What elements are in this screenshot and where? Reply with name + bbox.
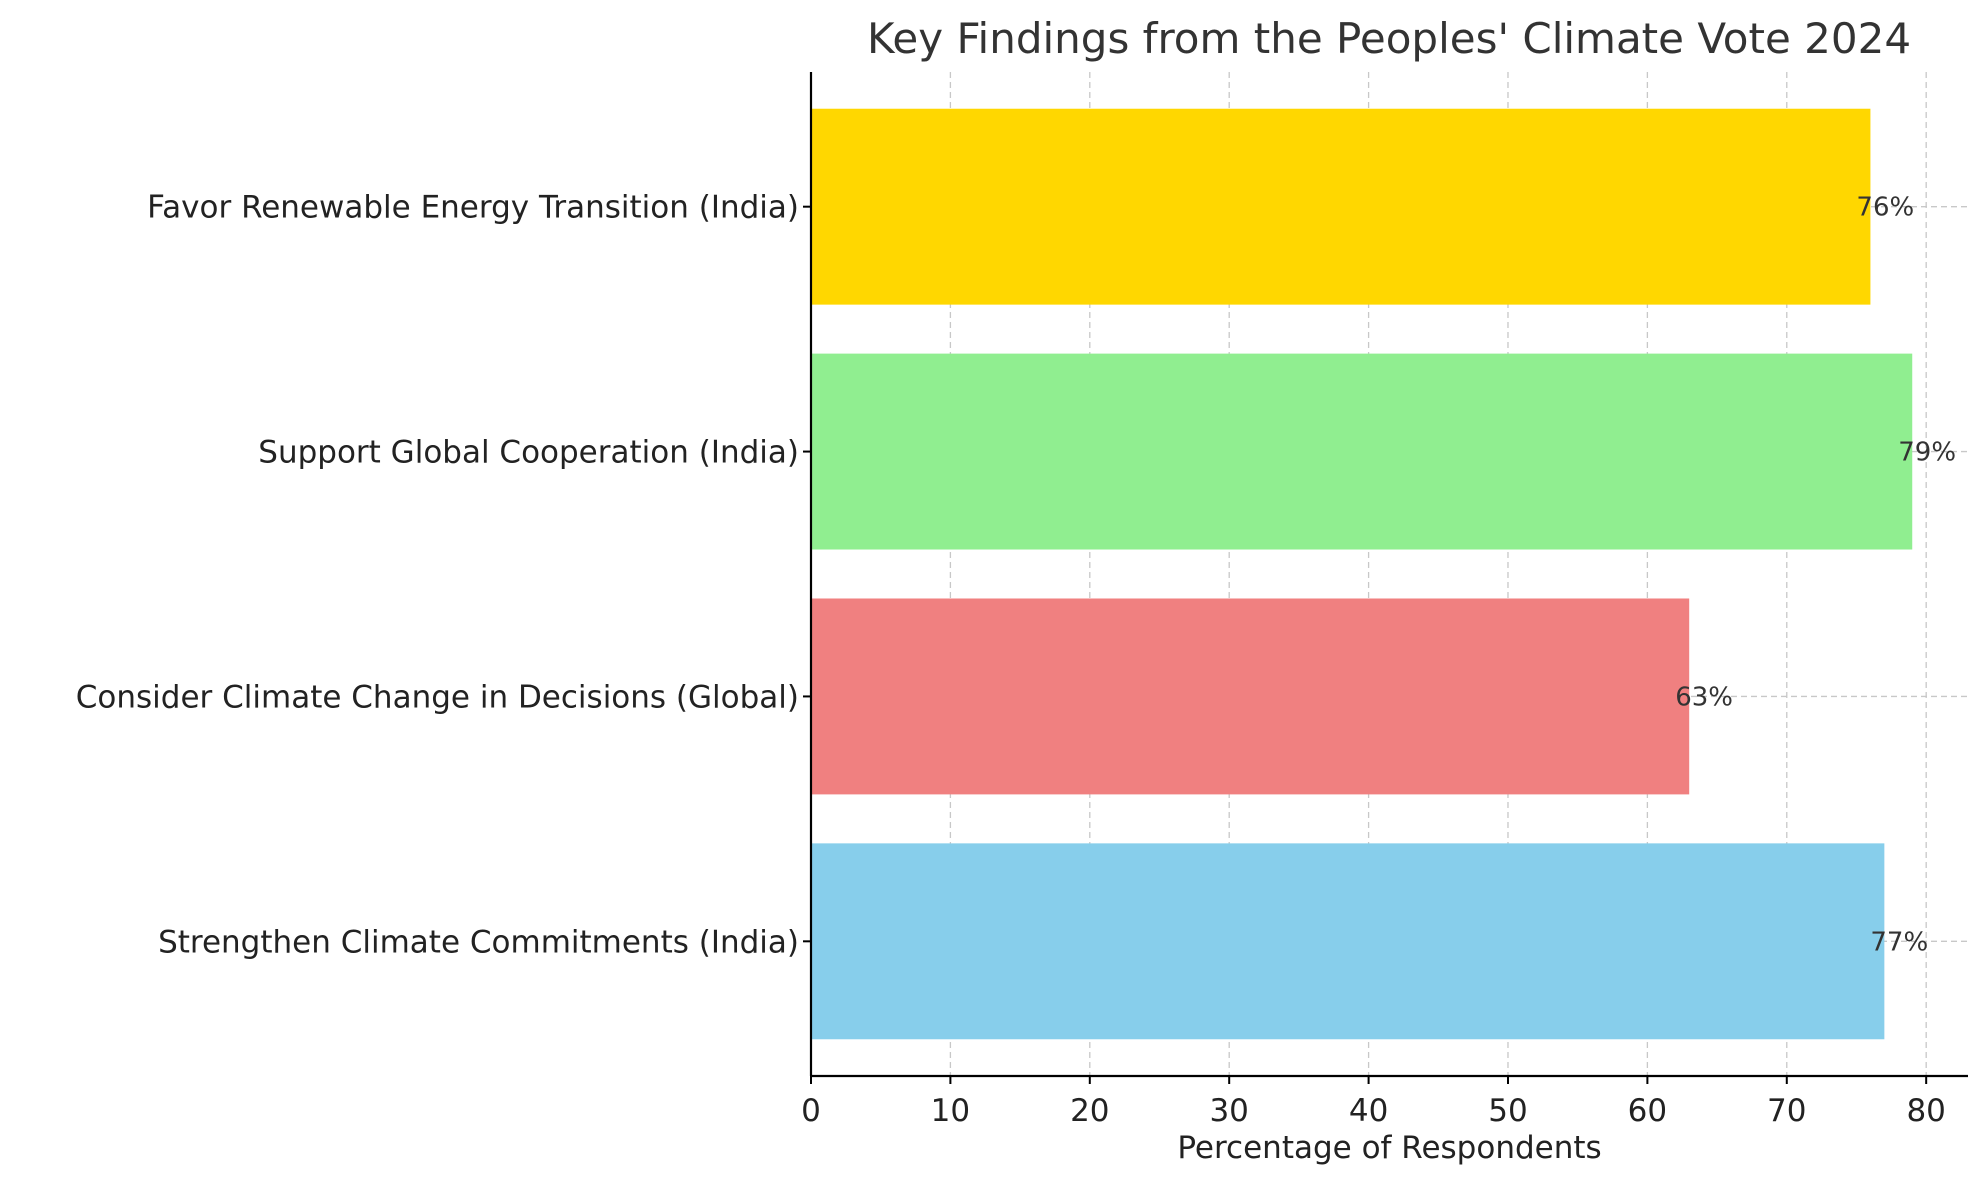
x-tick-label-40: 40 (1349, 1093, 1388, 1129)
x-tick-label-30: 30 (1209, 1093, 1248, 1129)
category-label-0: Strengthen Climate Commitments (India) (158, 924, 799, 960)
data-label-2: 79% (1898, 438, 1956, 468)
x-tick-label-10: 10 (931, 1093, 970, 1129)
data-labels: 77% 63% 79% 76% (1675, 193, 1956, 958)
x-tick-label-50: 50 (1488, 1093, 1527, 1129)
bar-2 (811, 353, 1913, 550)
data-label-0: 77% (1870, 927, 1928, 957)
bars (811, 108, 1913, 1040)
data-label-3: 76% (1856, 193, 1914, 223)
x-tick-label-70: 70 (1767, 1093, 1806, 1129)
x-tick-label-60: 60 (1628, 1093, 1667, 1129)
category-label-3: Favor Renewable Energy Transition (India… (147, 190, 799, 226)
x-tick-label-80: 80 (1906, 1093, 1945, 1129)
bar-0 (811, 843, 1885, 1040)
x-tick-label-20: 20 (1070, 1093, 1109, 1129)
x-tick-label-0: 0 (801, 1093, 821, 1129)
bar-3 (811, 108, 1871, 305)
axes: 0 10 20 30 40 50 60 70 80 Strengthen Climate Comm… (76, 72, 1968, 1129)
chart-title: Key Findings from the Peoples' Climate V… (867, 14, 1911, 63)
data-label-1: 63% (1675, 682, 1733, 712)
bar-1 (811, 598, 1690, 795)
x-axis-title: Percentage of Respondents (1177, 1130, 1601, 1166)
category-label-1: Consider Climate Change in Decisions (Gl… (76, 679, 799, 715)
category-label-2: Support Global Cooperation (India) (258, 435, 799, 471)
